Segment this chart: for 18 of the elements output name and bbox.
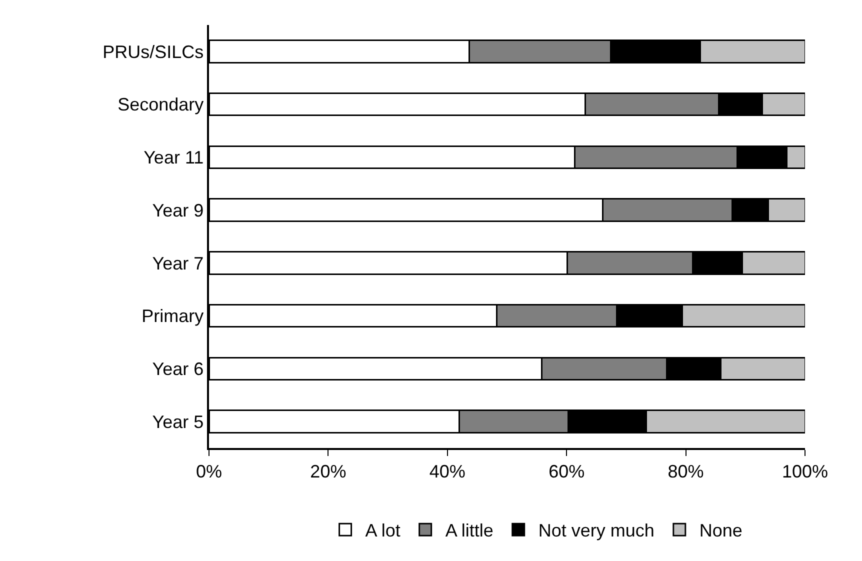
- legend-label: A little: [445, 520, 494, 541]
- y-tick-label: Year 7: [152, 253, 204, 274]
- x-tick-label: 20%: [310, 461, 346, 482]
- y-tick-label: Secondary: [118, 94, 204, 115]
- x-tick-label: 0%: [196, 461, 222, 482]
- y-tick-label: Year 11: [144, 147, 204, 168]
- x-tick-label: 80%: [668, 461, 704, 482]
- y-tick-label: Year 6: [152, 358, 204, 379]
- y-tick-label: PRUs/SILCs: [102, 42, 204, 62]
- y-tick-label: Primary: [142, 306, 204, 326]
- x-tick-label: 40%: [429, 461, 466, 482]
- y-tick-label: Year 9: [152, 200, 204, 220]
- x-tick-label: 60%: [548, 461, 585, 482]
- legend-label: Not very much: [538, 520, 654, 541]
- y-tick-label: Year 5: [152, 412, 204, 432]
- legend-label: A lot: [365, 520, 400, 541]
- x-tick-label: 100%: [782, 461, 828, 482]
- legend-label: None: [699, 520, 742, 541]
